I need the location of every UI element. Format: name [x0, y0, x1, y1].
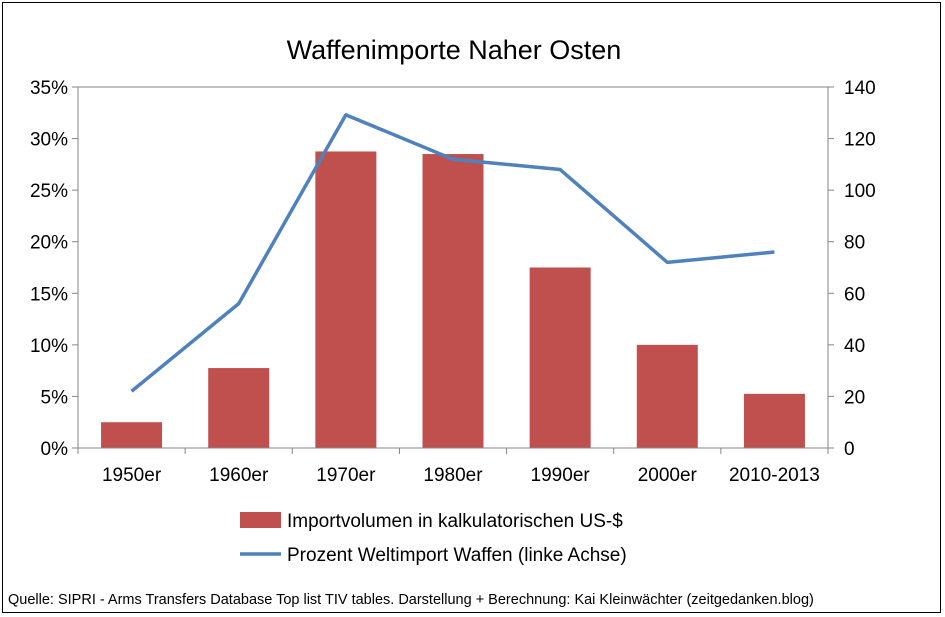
chart-svg: Waffenimporte Naher Osten 0% 5% 10% 15% 20% 2…: [8, 35, 876, 608]
bar-1990er: [529, 267, 591, 448]
chart-title: Waffenimporte Naher Osten: [287, 35, 622, 65]
y-left-tick-label: 30%: [30, 130, 68, 151]
y-left-tick-label: 15%: [30, 284, 68, 305]
y-right-tick-label: 20: [844, 387, 865, 408]
bar-2010-2013: [743, 393, 805, 448]
bar-1970er: [315, 151, 377, 448]
x-tick-label: 1960er: [209, 465, 269, 486]
y-right-tick-label: 80: [844, 233, 865, 254]
y-right-tick-label: 40: [844, 336, 865, 357]
x-tick-label: 1980er: [423, 465, 483, 486]
y-right-tick-label: 100: [844, 181, 876, 202]
axes: 0% 5% 10% 15% 20% 25% 30% 35% 0 20 40 60 80 100 120 140…: [30, 78, 876, 486]
y-right-tick-label: 120: [844, 130, 876, 151]
y-right-tick-label: 140: [844, 78, 876, 99]
x-tick-label: 1970er: [316, 465, 376, 486]
legend-swatch-bar: [240, 512, 281, 528]
bar-series: [101, 151, 805, 449]
bar-1950er: [101, 422, 163, 448]
x-tick-label: 2010-2013: [729, 465, 820, 486]
line-series: [130, 113, 775, 393]
bar-1980er: [422, 154, 484, 449]
y-left-tick-label: 10%: [30, 336, 68, 357]
y-left-tick-label: 5%: [41, 387, 69, 408]
legend-label-line: Prozent Weltimport Waffen (linke Achse): [287, 545, 627, 566]
y-right-tick-label: 0: [844, 439, 855, 460]
bar-1960er: [208, 368, 270, 448]
x-tick-label: 1950er: [102, 465, 162, 486]
source-note: Quelle: SIPRI - Arms Transfers Database …: [8, 592, 814, 608]
y-left-tick-label: 20%: [30, 233, 68, 254]
legend: Importvolumen in kalkulatorischen US-$ Pr…: [240, 511, 627, 566]
legend-label-bar: Importvolumen in kalkulatorischen US-$: [287, 511, 623, 532]
y-left-tick-label: 25%: [30, 181, 68, 202]
y-right-tick-label: 60: [844, 284, 865, 305]
x-tick-label: 2000er: [638, 465, 698, 486]
y-left-tick-label: 0%: [41, 439, 69, 460]
y-left-tick-label: 35%: [30, 78, 68, 99]
x-tick-label: 1990er: [531, 465, 591, 486]
bar-2000er: [636, 344, 698, 448]
